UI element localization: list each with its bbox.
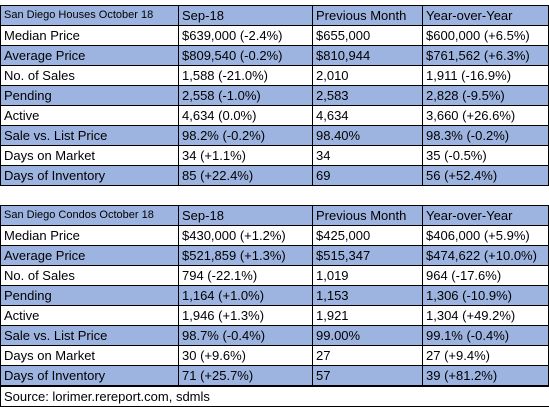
cell: $639,000 (-2.4%): [178, 25, 313, 46]
cell: Pending: [0, 85, 179, 106]
cell: 1,946 (+1.3%): [178, 305, 313, 326]
cell: 56 (+52.4%): [422, 165, 549, 186]
cell: Days of Inventory: [0, 365, 179, 386]
cell: 1,304 (+49.2%): [422, 305, 549, 326]
data-row: Days of Inventory 85 (+22.4%) 69 56 (+52.4%…: [0, 165, 549, 186]
cell: 27 (+9.4%): [422, 345, 549, 366]
cell: 1,153: [312, 285, 423, 306]
data-row: Average Price $521,859 (+1.3%) $515,347 $47…: [0, 245, 549, 266]
cell: No. of Sales: [0, 265, 179, 286]
cell: 1,588 (-21.0%): [178, 65, 313, 86]
cell: Active: [0, 105, 179, 126]
cell: 34: [312, 145, 423, 166]
cell: 34 (+1.1%): [178, 145, 313, 166]
data-row: No. of Sales 1,588 (-21.0%) 2,010 1,911 (-1…: [0, 65, 549, 86]
header-row: San Diego Condos October 18 Sep-18 Previou…: [0, 205, 549, 226]
cell: 57: [312, 365, 423, 386]
header-cell: Year-over-Year: [422, 5, 549, 26]
cell: $761,562 (+6.3%): [422, 45, 549, 66]
cell: 1,306 (-10.9%): [422, 285, 549, 306]
cell: 2,558 (-1.0%): [178, 85, 313, 106]
cell: 30 (+9.6%): [178, 345, 313, 366]
cell: 1,019: [312, 265, 423, 286]
cell: 98.2% (-0.2%): [178, 125, 313, 146]
houses-table: San Diego Houses October 18 Sep-18 Previou…: [0, 5, 549, 186]
cell: $521,859 (+1.3%): [178, 245, 313, 266]
header-cell: Year-over-Year: [422, 205, 549, 226]
header-cell: Sep-18: [178, 5, 313, 26]
cell: 1,911 (-16.9%): [422, 65, 549, 86]
data-row: Active 4,634 (0.0%) 4,634 3,660 (+26.6%): [0, 105, 549, 126]
cell: 2,010: [312, 65, 423, 86]
cell: Active: [0, 305, 179, 326]
cell: 964 (-17.6%): [422, 265, 549, 286]
cell: $474,622 (+10.0%): [422, 245, 549, 266]
cell: $810,944: [312, 45, 423, 66]
cell: 3,660 (+26.6%): [422, 105, 549, 126]
data-row: Active 1,946 (+1.3%) 1,921 1,304 (+49.2%): [0, 305, 549, 326]
cell: 2,828 (-9.5%): [422, 85, 549, 106]
cell: No. of Sales: [0, 65, 179, 86]
source-note: Source: lorimer.rereport.com, sdmls: [0, 386, 549, 407]
data-row: Median Price $639,000 (-2.4%) $655,000 $600…: [0, 25, 549, 46]
cell: Days on Market: [0, 345, 179, 366]
cell: 98.40%: [312, 125, 423, 146]
cell: 35 (-0.5%): [422, 145, 549, 166]
cell: Average Price: [0, 245, 179, 266]
cell: $406,000 (+5.9%): [422, 225, 549, 246]
cell: 27: [312, 345, 423, 366]
cell: Days on Market: [0, 145, 179, 166]
cell: $425,000: [312, 225, 423, 246]
data-row: Days of Inventory 71 (+25.7%) 57 39 (+81.2%…: [0, 365, 549, 386]
cell: 99.00%: [312, 325, 423, 346]
cell: Average Price: [0, 45, 179, 66]
cell: $515,347: [312, 245, 423, 266]
cell: 2,583: [312, 85, 423, 106]
cell: $809,540 (-0.2%): [178, 45, 313, 66]
cell: 4,634 (0.0%): [178, 105, 313, 126]
cell: $600,000 (+6.5%): [422, 25, 549, 46]
cell: Sale vs. List Price: [0, 325, 179, 346]
cell: 794 (-22.1%): [178, 265, 313, 286]
cell: 1,164 (+1.0%): [178, 285, 313, 306]
cell: Median Price: [0, 25, 179, 46]
data-row: Pending 2,558 (-1.0%) 2,583 2,828 (-9.5%): [0, 85, 549, 106]
cell: Days of Inventory: [0, 165, 179, 186]
condos-table: San Diego Condos October 18 Sep-18 Previou…: [0, 205, 549, 386]
data-row: Sale vs. List Price 98.2% (-0.2%) 98.40% 98…: [0, 125, 549, 146]
cell: Median Price: [0, 225, 179, 246]
data-row: Days on Market 30 (+9.6%) 27 27 (+9.4%): [0, 345, 549, 366]
data-row: Median Price $430,000 (+1.2%) $425,000 $406…: [0, 225, 549, 246]
header-row: San Diego Houses October 18 Sep-18 Previou…: [0, 5, 549, 26]
cell: $430,000 (+1.2%): [178, 225, 313, 246]
cell: 39 (+81.2%): [422, 365, 549, 386]
header-cell: Previous Month: [312, 205, 423, 226]
cell: 69: [312, 165, 423, 186]
cell: 71 (+25.7%): [178, 365, 313, 386]
cell: $655,000: [312, 25, 423, 46]
cell: 4,634: [312, 105, 423, 126]
cell: 98.7% (-0.4%): [178, 325, 313, 346]
data-row: No. of Sales 794 (-22.1%) 1,019 964 (-17.6%…: [0, 265, 549, 286]
data-row: Days on Market 34 (+1.1%) 34 35 (-0.5%): [0, 145, 549, 166]
cell: 85 (+22.4%): [178, 165, 313, 186]
cell: 98.3% (-0.2%): [422, 125, 549, 146]
cell: Sale vs. List Price: [0, 125, 179, 146]
data-row: Pending 1,164 (+1.0%) 1,153 1,306 (-10.9%): [0, 285, 549, 306]
cell: 99.1% (-0.4%): [422, 325, 549, 346]
cell: 1,921: [312, 305, 423, 326]
header-cell: Previous Month: [312, 5, 423, 26]
data-row: Average Price $809,540 (-0.2%) $810,944 $76…: [0, 45, 549, 66]
header-cell: Sep-18: [178, 205, 313, 226]
header-cell: San Diego Condos October 18: [0, 205, 179, 226]
header-cell: San Diego Houses October 18: [0, 5, 179, 26]
cell: Pending: [0, 285, 179, 306]
data-row: Sale vs. List Price 98.7% (-0.4%) 99.00% 99…: [0, 325, 549, 346]
